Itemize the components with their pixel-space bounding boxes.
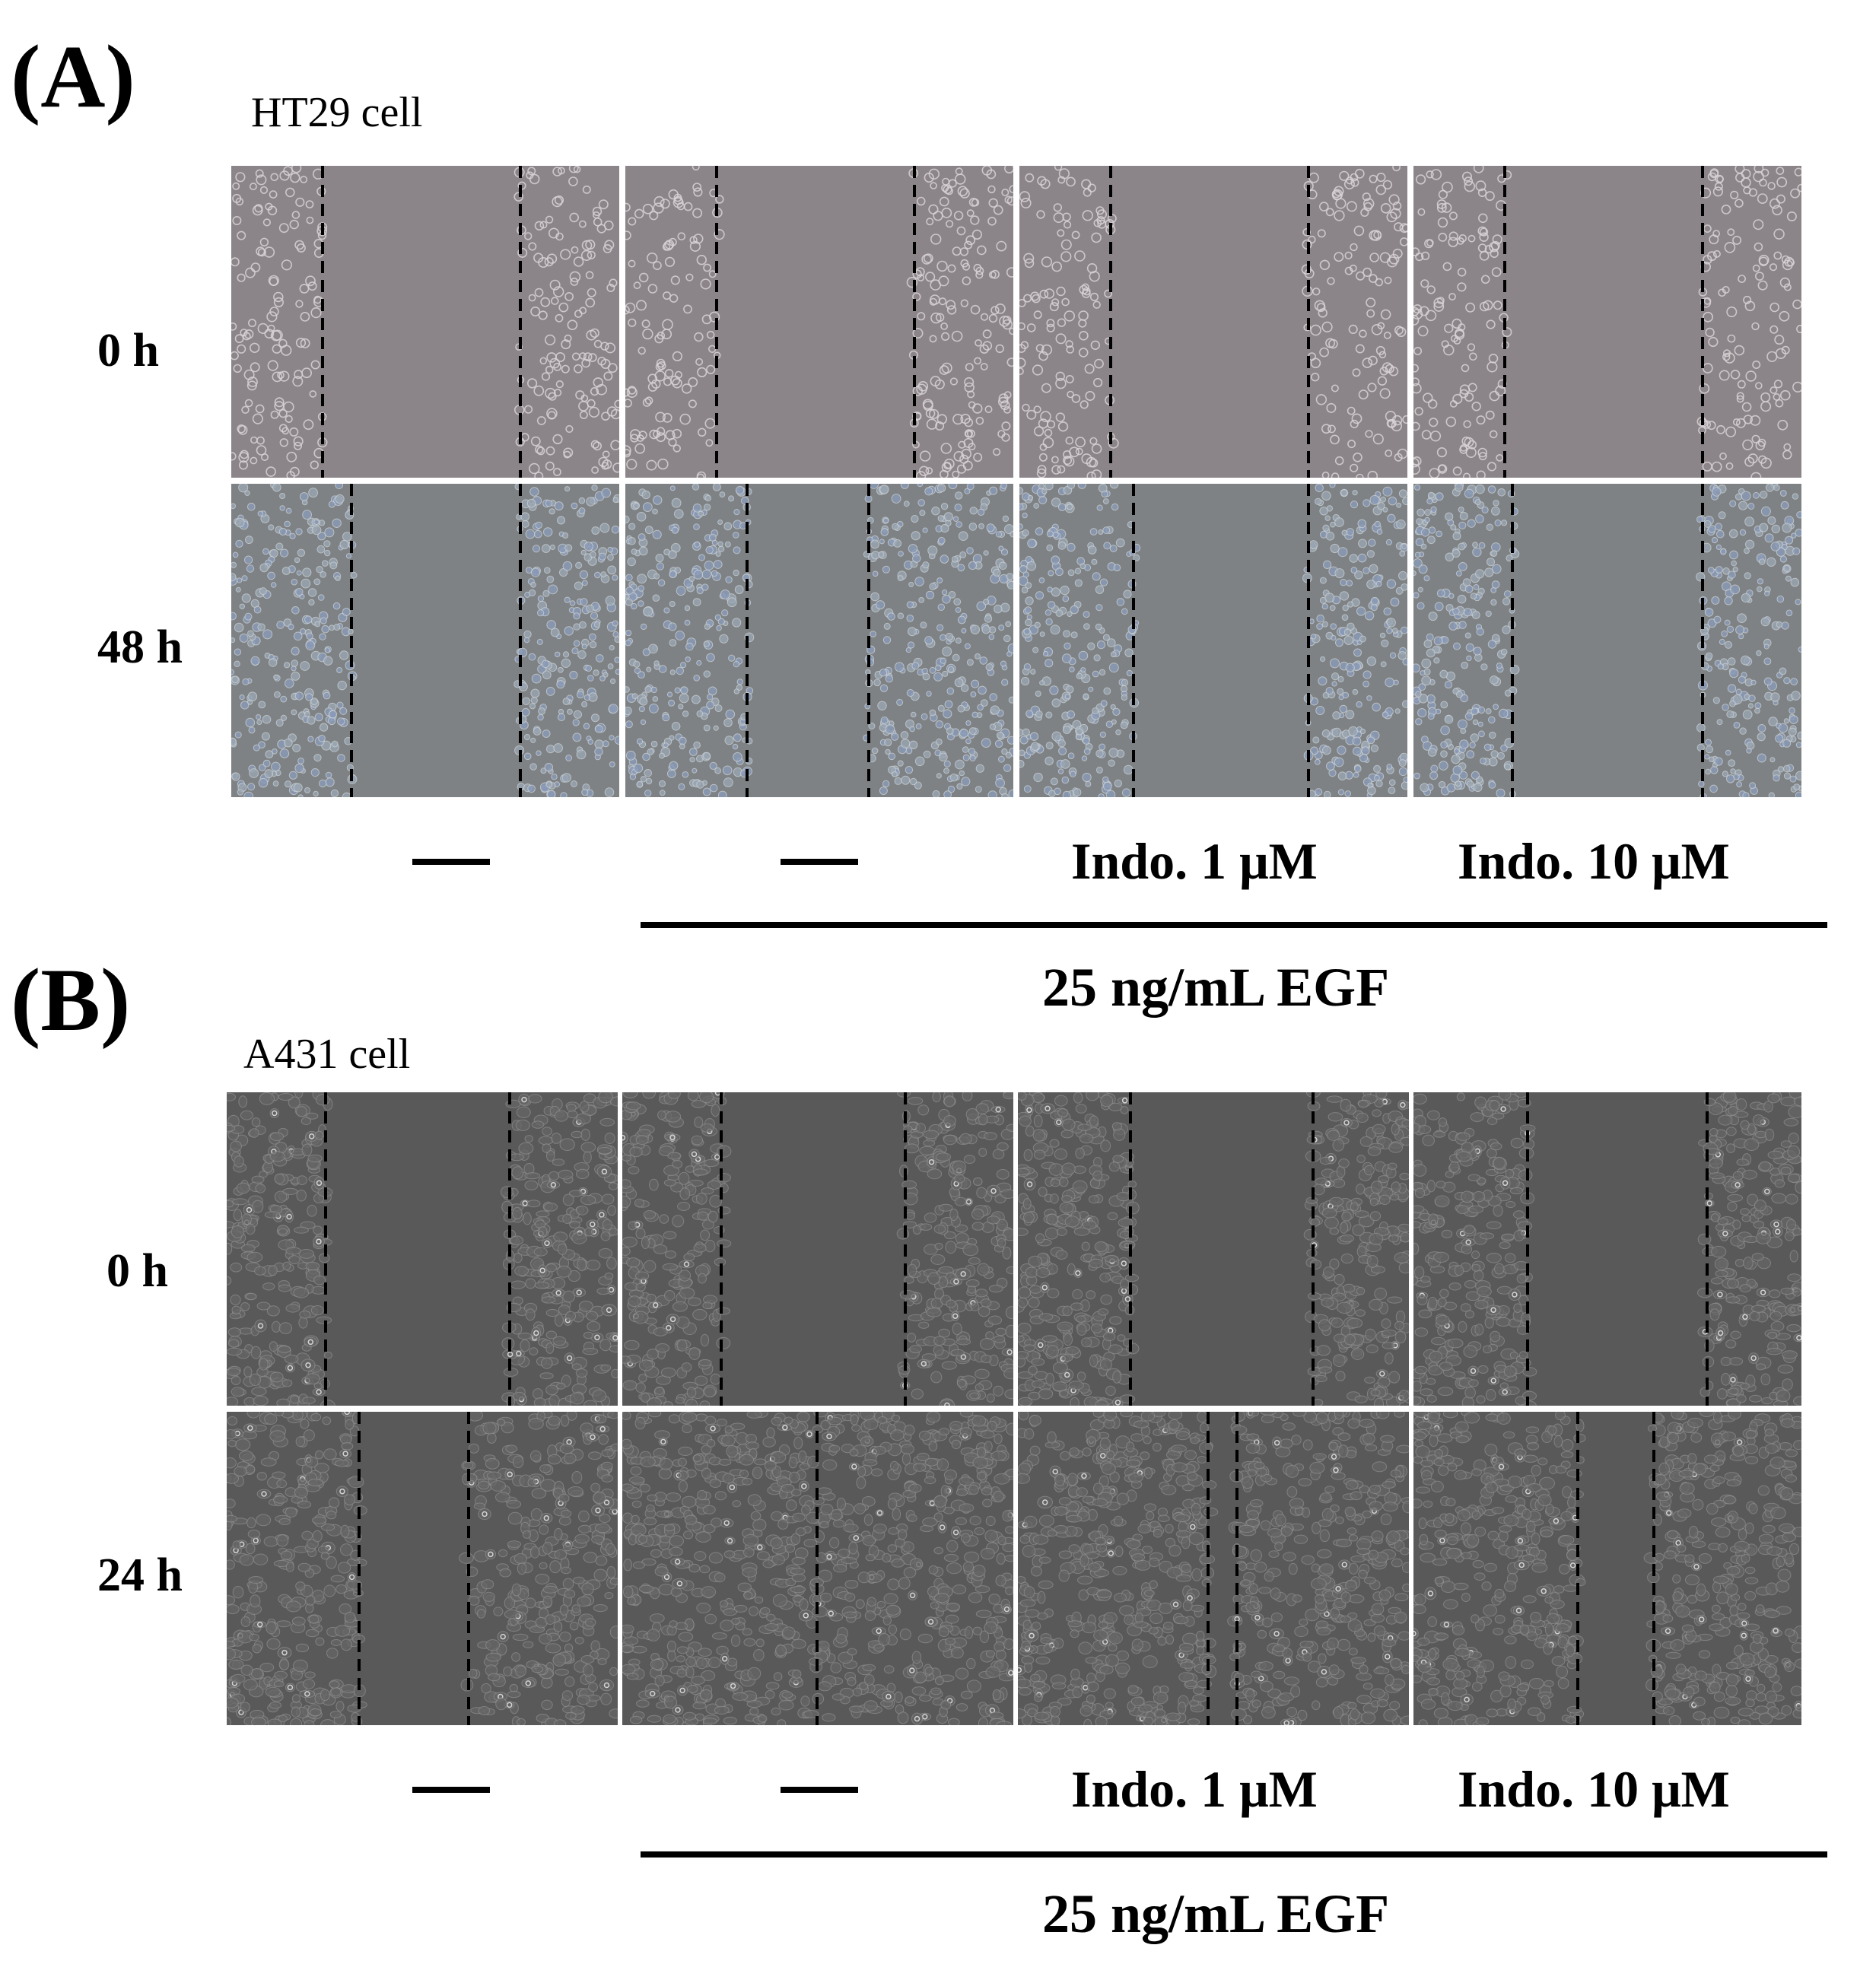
panel-b-row-label-0h: 0 h bbox=[107, 1245, 168, 1297]
panel-b-cond-0-dash bbox=[412, 1787, 490, 1793]
panel-a-row-label-0h: 0 h bbox=[97, 325, 159, 377]
panel-b-treatment-bar bbox=[641, 1851, 1827, 1858]
panel-b-cond-1-dash bbox=[781, 1787, 858, 1793]
panel-b-r1-c1-image bbox=[622, 1412, 1013, 1725]
panel-b-r0-c3-image bbox=[1413, 1092, 1801, 1406]
panel-a-r0-c2-image bbox=[1019, 166, 1407, 478]
panel-a-r1-c0-image bbox=[231, 484, 619, 797]
panel-a-cell-line: HT29 cell bbox=[251, 89, 423, 136]
panel-a-r0-c1-image bbox=[625, 166, 1013, 478]
panel-a-r1-c1-image bbox=[625, 484, 1013, 797]
panel-b-cond-2-label: Indo. 1 μM bbox=[1071, 1760, 1318, 1818]
panel-a-r0-c3-image bbox=[1413, 166, 1801, 478]
panel-b-r1-c2-image bbox=[1018, 1412, 1409, 1725]
panel-b-row-label-24h: 24 h bbox=[97, 1549, 183, 1601]
panel-b-treatment-label: 25 ng/mL EGF bbox=[1042, 1883, 1390, 1944]
panel-b-r1-c3-image bbox=[1413, 1412, 1801, 1725]
panel-a-cond-2-label: Indo. 1 μM bbox=[1071, 832, 1318, 890]
panel-a-r1-c2-image bbox=[1019, 484, 1407, 797]
panel-a-letter: (A) bbox=[11, 27, 135, 126]
panel-b-r1-c0-image bbox=[227, 1412, 618, 1725]
panel-a-r0-c0-image bbox=[231, 166, 619, 478]
panel-a-image-grid bbox=[231, 166, 1801, 797]
panel-a-r1-c3-image bbox=[1413, 484, 1801, 797]
panel-a-cond-0-dash bbox=[412, 859, 490, 865]
panel-b-cell-line: A431 cell bbox=[243, 1031, 411, 1078]
panel-b-r0-c1-image bbox=[622, 1092, 1013, 1406]
panel-a-row-label-48h: 48 h bbox=[97, 621, 183, 673]
panel-b-r0-c2-image bbox=[1018, 1092, 1409, 1406]
panel-a-treatment-bar bbox=[641, 922, 1827, 928]
panel-a-cond-1-dash bbox=[781, 859, 858, 865]
panel-b-letter: (B) bbox=[11, 950, 131, 1050]
panel-b-cond-3-label: Indo. 10 μM bbox=[1458, 1760, 1730, 1818]
panel-b-image-grid bbox=[227, 1092, 1801, 1725]
panel-a-cond-3-label: Indo. 10 μM bbox=[1458, 832, 1730, 890]
panel-b-r0-c0-image bbox=[227, 1092, 618, 1406]
panel-a-treatment-label: 25 ng/mL EGF bbox=[1042, 957, 1390, 1018]
